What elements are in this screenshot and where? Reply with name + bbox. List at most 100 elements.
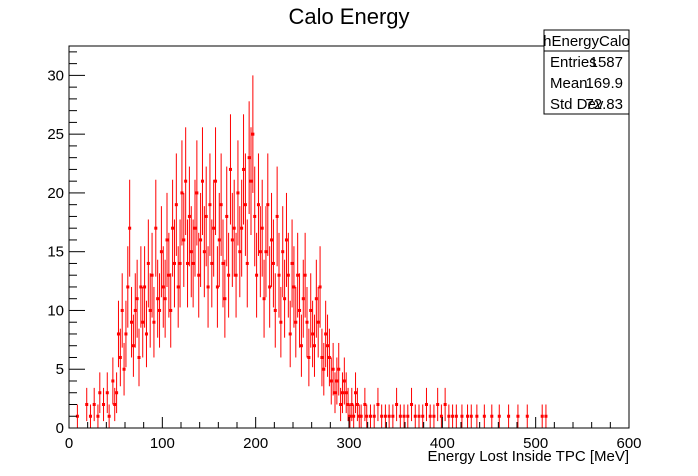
histogram-bin: [262, 259, 266, 338]
bin-marker: [544, 414, 548, 418]
bin-marker: [290, 261, 294, 265]
histogram-bin: [135, 259, 139, 338]
bin-marker: [234, 273, 238, 277]
bin-marker: [144, 332, 148, 336]
bin-marker: [193, 226, 197, 230]
bin-marker: [410, 402, 414, 406]
bin-marker: [230, 238, 234, 242]
histogram-bin: [402, 404, 406, 428]
bin-marker: [335, 379, 339, 383]
bin-marker: [206, 285, 210, 289]
stats-box-value: 72.83: [585, 96, 623, 113]
bin-marker: [126, 285, 130, 289]
histogram-bin: [314, 259, 318, 338]
histogram-bin: [124, 300, 128, 368]
histogram-bin: [447, 404, 451, 428]
histogram-bin: [307, 328, 311, 387]
histogram-bin: [417, 404, 421, 428]
histogram-bin: [126, 246, 130, 328]
histogram-bin: [260, 179, 264, 277]
bin-marker: [75, 414, 79, 418]
histogram-bin: [284, 192, 288, 287]
histogram-bin: [204, 166, 208, 267]
bin-marker: [113, 402, 117, 406]
histogram-bin: [391, 404, 395, 428]
histogram-bin: [466, 404, 470, 428]
bin-marker: [359, 414, 363, 418]
bin-marker: [322, 367, 326, 371]
bin-marker: [262, 297, 266, 301]
histogram-bin: [210, 219, 214, 308]
histogram-bin: [355, 387, 359, 422]
histogram-bin: [156, 259, 160, 338]
x-tick-label: 100: [150, 435, 175, 452]
histogram-bin: [144, 300, 148, 368]
bin-marker: [340, 391, 344, 395]
histogram-bin: [398, 404, 402, 428]
stats-box-label: Std Dev: [550, 96, 604, 113]
stats-box-label: Mean: [550, 75, 588, 92]
histogram-bin: [131, 314, 135, 377]
y-tick-label: 25: [47, 126, 64, 143]
histogram-bin: [122, 342, 126, 396]
histogram-bin: [301, 259, 305, 338]
bin-marker: [268, 285, 272, 289]
histogram-bin: [172, 219, 176, 308]
histogram-bin: [197, 232, 201, 318]
y-tick-label: 30: [47, 67, 64, 84]
bin-marker: [342, 379, 346, 383]
bin-marker: [286, 273, 290, 277]
bin-marker: [171, 226, 175, 230]
histogram-bin: [469, 404, 473, 428]
bin-marker: [156, 297, 160, 301]
bin-marker: [212, 226, 216, 230]
x-tick-label: 0: [65, 435, 73, 452]
bin-marker: [507, 414, 511, 418]
histogram-marks: [75, 75, 548, 428]
bin-marker: [413, 414, 417, 418]
histogram-bin: [128, 179, 132, 277]
bin-marker: [260, 226, 264, 230]
x-tick-label: 200: [243, 435, 268, 452]
histogram-bin: [88, 404, 92, 428]
bin-marker: [299, 344, 303, 348]
bin-marker: [189, 250, 193, 254]
histogram-bin: [312, 314, 316, 377]
bin-marker: [146, 261, 150, 265]
histogram-bin: [273, 273, 277, 348]
bin-marker: [178, 261, 182, 265]
histogram-bin: [146, 219, 150, 308]
bin-marker: [436, 402, 440, 406]
bin-marker: [298, 308, 302, 312]
histogram-bin: [305, 286, 309, 358]
histogram-bin: [137, 328, 141, 387]
bin-marker: [432, 414, 436, 418]
bin-marker: [350, 402, 354, 406]
bin-marker: [143, 285, 147, 289]
bin-marker: [111, 379, 115, 383]
bin-marker: [133, 308, 137, 312]
bin-marker: [118, 355, 122, 359]
y-tick-label: 20: [47, 185, 64, 202]
histogram-bin: [215, 246, 219, 328]
bin-marker: [88, 414, 92, 418]
histogram-bin: [176, 246, 180, 328]
bin-marker: [163, 297, 167, 301]
histogram-bin: [219, 153, 223, 256]
histogram-bin: [242, 114, 246, 225]
bin-marker: [365, 414, 369, 418]
histogram-bin: [432, 404, 436, 428]
bin-marker: [208, 203, 212, 207]
histogram-bin: [174, 153, 178, 256]
histogram-bin: [277, 232, 281, 318]
bin-marker: [354, 391, 358, 395]
histogram-bin: [221, 219, 225, 308]
bin-marker: [525, 414, 529, 418]
bin-marker: [141, 320, 145, 324]
bin-marker: [135, 297, 139, 301]
bin-marker: [324, 332, 328, 336]
bin-marker: [187, 214, 191, 218]
histogram-bin: [169, 273, 173, 348]
bin-marker: [249, 179, 253, 183]
bin-marker: [116, 332, 120, 336]
